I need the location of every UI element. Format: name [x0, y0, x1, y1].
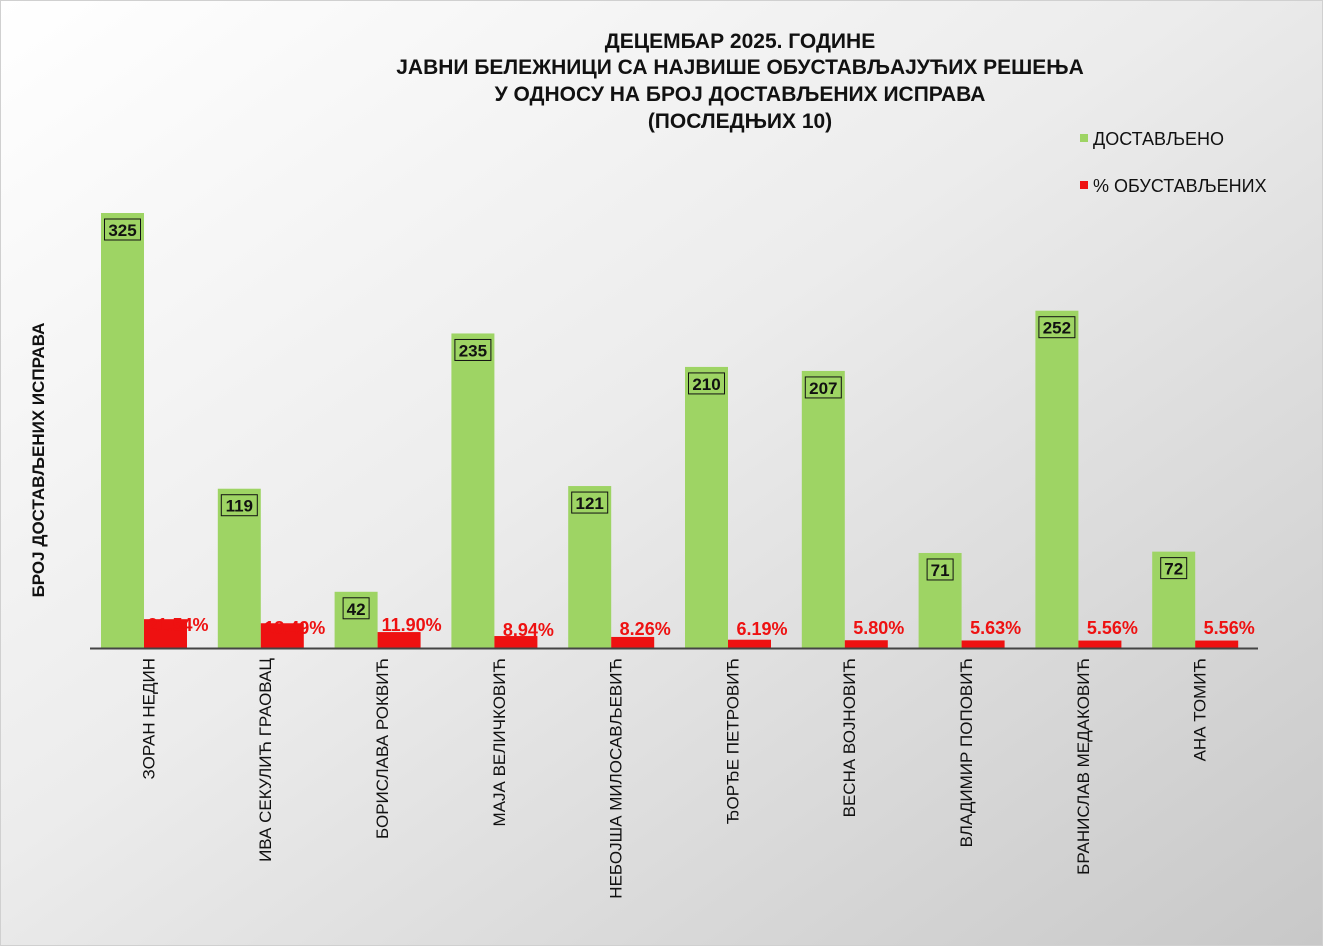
data-label-percent: 18.49% [264, 618, 325, 638]
data-label-box [104, 218, 141, 241]
bar-percent [377, 632, 421, 648]
x-tick-label: ИВА СЕКУЛИЋ ГРАОВАЦ [256, 658, 275, 862]
y-axis-label: БРОЈ ДОСТАВЉЕНИХ ИСПРАВА [29, 323, 48, 598]
data-label-box [688, 372, 725, 395]
data-label-percent: 6.19% [736, 619, 787, 639]
data-label-box [571, 491, 609, 514]
data-label-percent: 5.56% [1087, 618, 1138, 638]
bar-percent [260, 623, 304, 648]
bar-delivered [1035, 310, 1079, 648]
x-tick-label: БОРИСЛАВА РОКВИЋ [373, 658, 392, 839]
data-label-percent: 5.80% [853, 618, 904, 638]
bar-percent [1195, 640, 1239, 648]
x-tick-label: НЕБОЈША МИЛОСАВЉЕВИЋ [607, 658, 626, 899]
data-label-delivered: 121 [576, 494, 604, 513]
data-label-delivered: 72 [1164, 560, 1183, 579]
bar-percent [494, 636, 538, 648]
bar-percent [1078, 640, 1122, 648]
data-label-delivered: 71 [931, 561, 950, 580]
bar-delivered [801, 370, 845, 648]
legend-label-percent: % ОБУСТАВЉЕНИХ [1093, 176, 1267, 196]
bar-percent [728, 639, 771, 648]
legend-swatch-delivered [1080, 134, 1088, 142]
data-label-percent: 21.54% [147, 615, 208, 635]
x-tick-label: ЂОРЂЕ ПЕТРОВИЋ [723, 658, 742, 824]
data-label-box [1038, 316, 1076, 339]
data-label-percent: 8.26% [620, 619, 671, 639]
data-label-percent: 8.94% [503, 620, 554, 640]
data-label-delivered: 119 [226, 497, 253, 516]
legend-label-delivered: ДОСТАВЉЕНО [1093, 129, 1224, 149]
x-tick-label: ВЛАДИМИР ПОПОВИЋ [957, 658, 976, 847]
title-line-2: ЈАВНИ БЕЛЕЖНИЦИ СА НАЈВИШЕ ОБУСТАВЉАЈУЋИ… [396, 56, 1084, 79]
x-tick-label: ВЕСНА ВОЈНОВИЋ [840, 658, 859, 817]
legend-swatch-percent [1080, 181, 1088, 189]
bar-percent [844, 640, 888, 648]
chart-marks: 325 21.54% ЗОРАН НЕДИН 119 18.49% ИВА СЕКУЛИЋ… [101, 213, 1255, 899]
data-label-delivered: 207 [809, 379, 837, 398]
bar-delivered [685, 366, 728, 648]
title-line-4: (ПОСЛЕДЊИХ 10) [648, 110, 832, 133]
x-tick-label: АНА ТОМИЋ [1191, 658, 1210, 761]
bar-percent [961, 640, 1005, 648]
title-line-3: У ОДНОСУ НА БРОЈ ДОСТАВЉЕНИХ ИСПРАВА [495, 83, 986, 106]
x-tick-label: БРАНИСЛАВ МЕДАКОВИЋ [1074, 658, 1093, 875]
data-label-box [1160, 557, 1188, 580]
data-label-box [342, 597, 370, 620]
data-label-percent: 5.63% [970, 618, 1021, 638]
x-tick-label: МАЈА ВЕЛИЧКОВИЋ [490, 658, 509, 826]
data-label-delivered: 42 [347, 600, 366, 619]
bar-percent [611, 636, 655, 648]
data-label-box [804, 376, 842, 399]
data-label-percent: 5.56% [1204, 618, 1255, 638]
bar-delivered [101, 213, 144, 648]
data-label-delivered: 325 [108, 221, 136, 240]
data-label-percent: 11.90% [382, 615, 442, 635]
data-label-delivered: 210 [692, 375, 720, 394]
title-line-1: ДЕЦЕМБАР 2025. ГОДИНЕ [605, 30, 875, 53]
data-label-delivered: 235 [459, 341, 487, 360]
bar-delivered [451, 333, 495, 648]
data-label-box [220, 494, 258, 517]
legend: ДОСТАВЉЕНО % ОБУСТАВЉЕНИХ [1080, 129, 1267, 196]
chart-title: ДЕЦЕМБАР 2025. ГОДИНЕ ЈАВНИ БЕЛЕЖНИЦИ СА… [396, 30, 1084, 133]
data-label-delivered: 252 [1043, 319, 1071, 338]
bar-percent [144, 619, 187, 648]
data-label-box [454, 338, 492, 361]
data-label-box [926, 558, 954, 581]
x-tick-label: ЗОРАН НЕДИН [139, 658, 158, 779]
